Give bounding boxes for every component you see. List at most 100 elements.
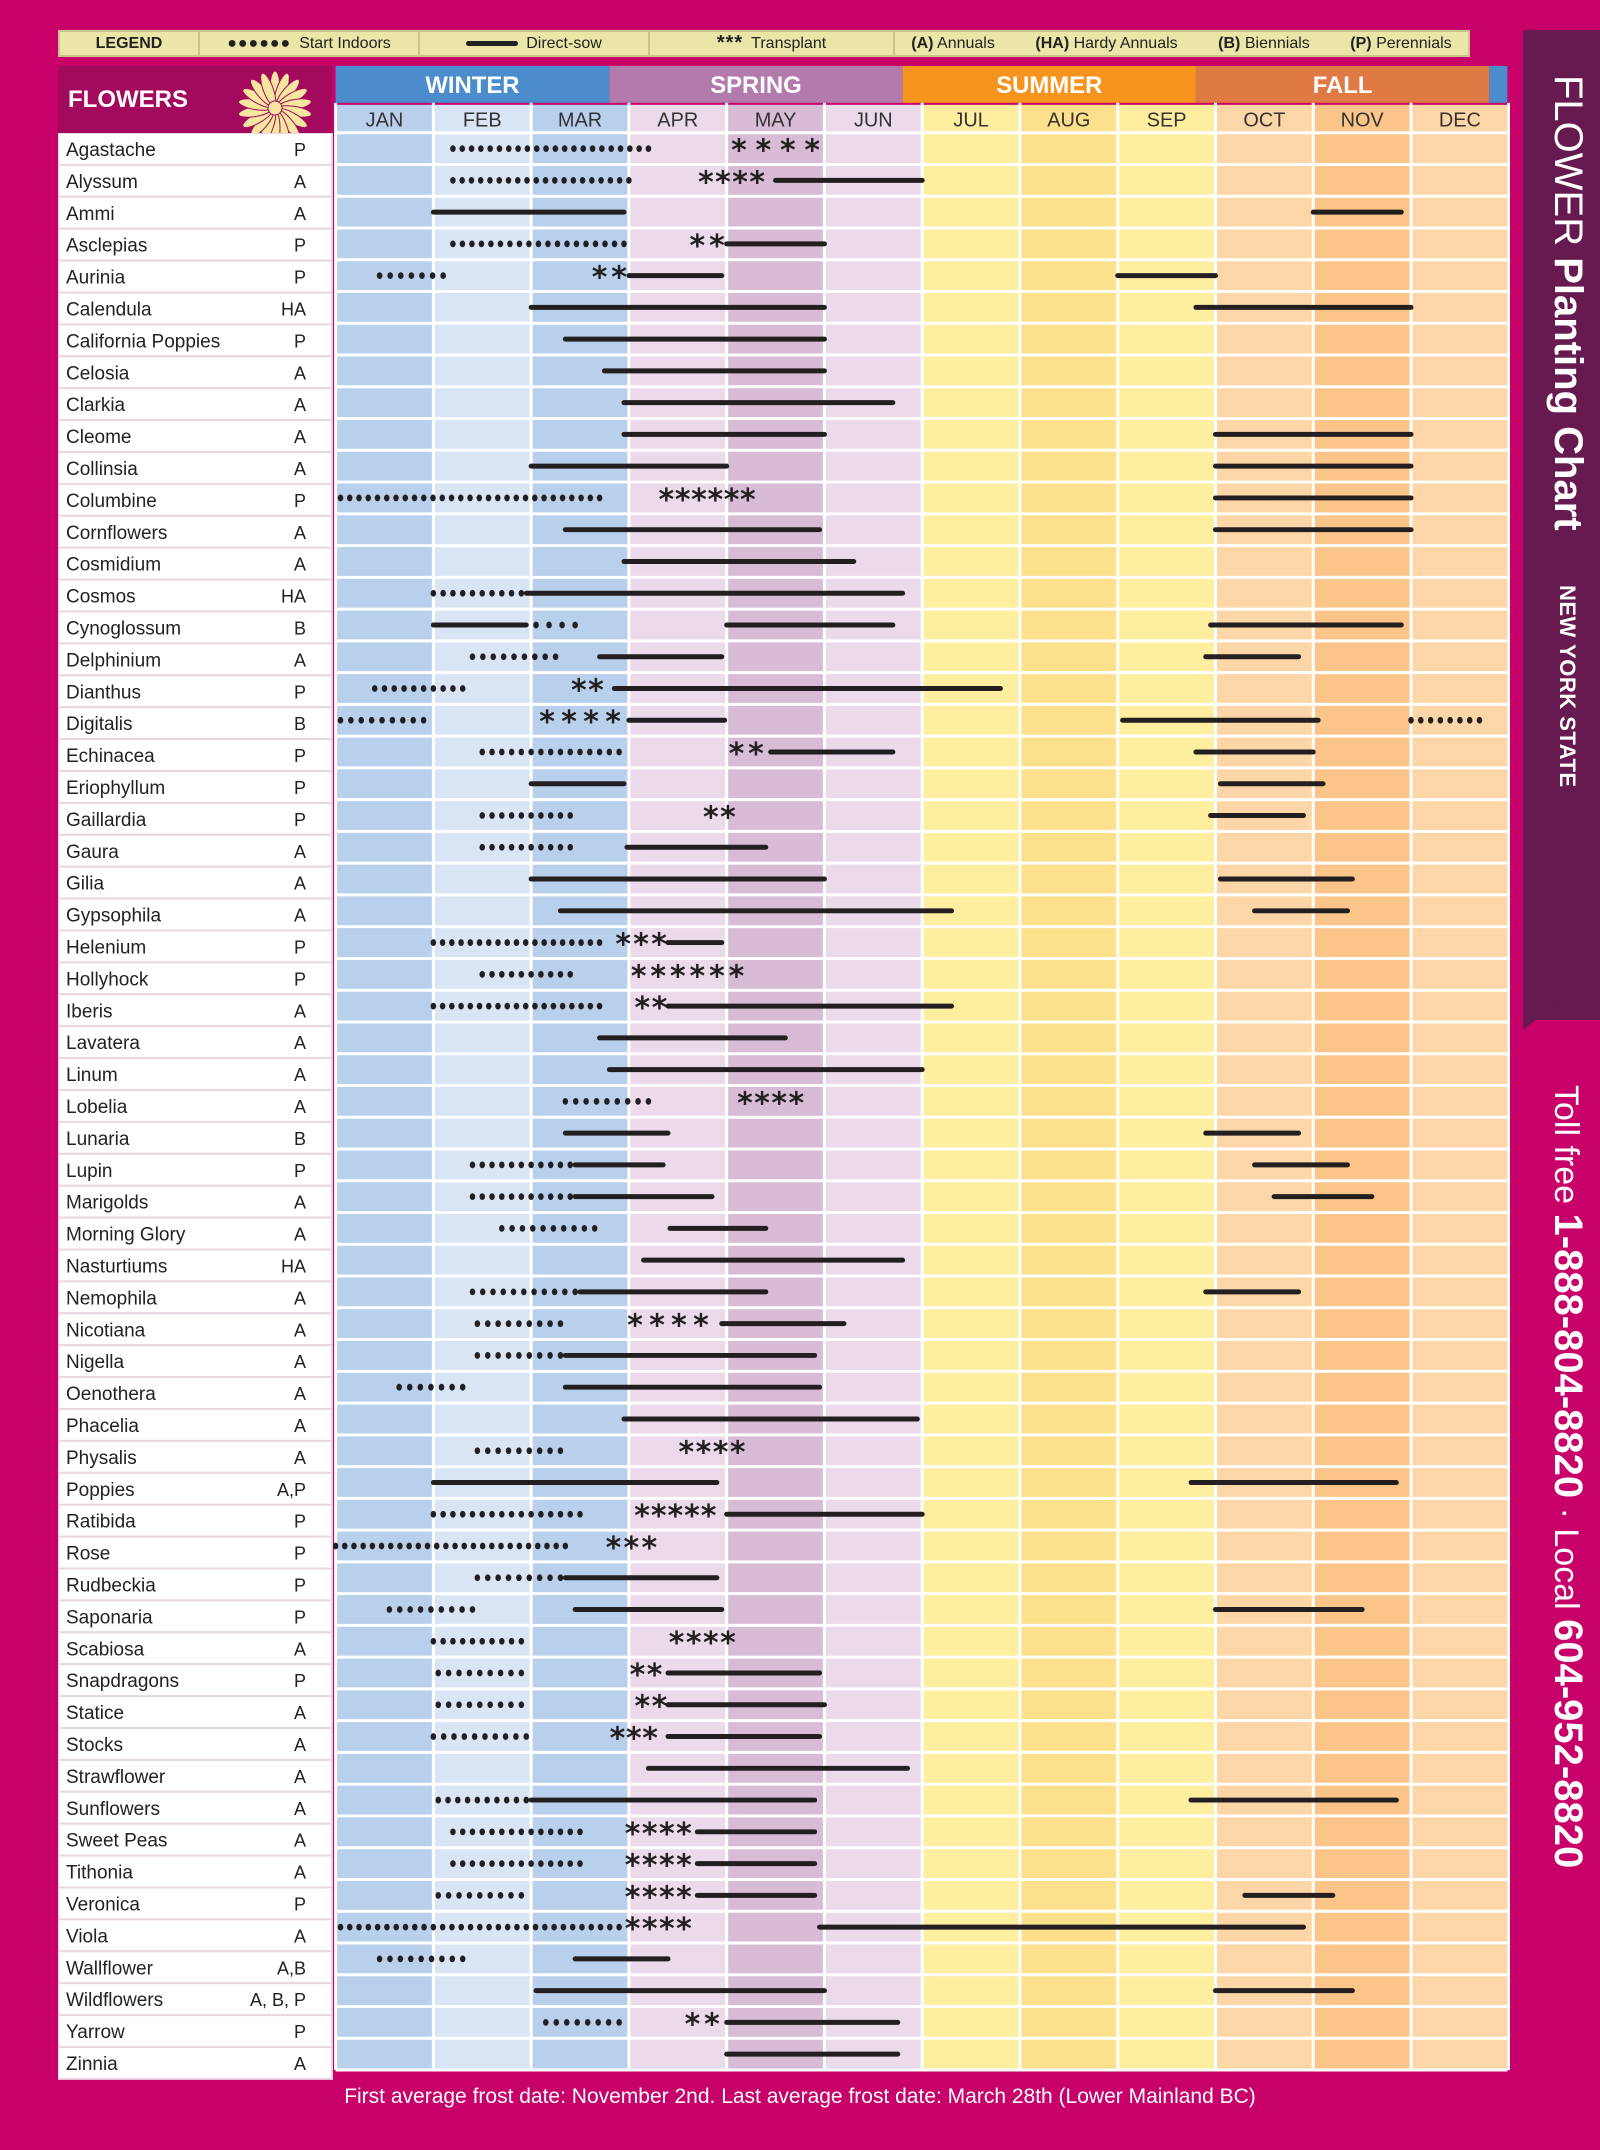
- transplant-asterisk: *: [729, 737, 745, 772]
- start-indoors-dot: [490, 653, 497, 661]
- start-indoors-dot: [516, 1574, 522, 1582]
- start-indoors-dot: [557, 1860, 564, 1867]
- start-indoors-dot: [553, 2018, 560, 2026]
- month-header-cell: [825, 104, 922, 133]
- start-indoors-dot: [562, 1097, 569, 1105]
- start-indoors-dot: [496, 176, 503, 184]
- start-indoors-dot: [374, 1923, 381, 1931]
- start-indoors-dot: [490, 1288, 496, 1296]
- start-indoors-dot: [559, 939, 566, 946]
- start-indoors-dot: [606, 748, 613, 756]
- start-indoors-dot: [498, 1542, 504, 1550]
- month-column-bg: [1313, 132, 1412, 2071]
- transplant-asterisk: *: [651, 1499, 667, 1534]
- transplant-asterisk: *: [642, 1912, 658, 1947]
- flower-row-bg: [58, 1822, 333, 1857]
- month-label: APR: [657, 110, 698, 132]
- month-label: MAY: [755, 110, 797, 132]
- start-indoors-dot: [528, 1828, 534, 1836]
- flower-row-bg: [58, 993, 333, 1028]
- flower-row-bg: [58, 1790, 333, 1825]
- start-indoors-dot: [567, 812, 574, 819]
- start-indoors-dot: [482, 1733, 488, 1740]
- legend-type-hardy-annuals: (HA) Hardy Annuals: [1035, 34, 1178, 52]
- start-indoors-dot: [450, 1860, 456, 1867]
- start-indoors-dot: [534, 1542, 541, 1550]
- start-indoors-dot: [467, 494, 473, 502]
- start-indoors-dot: [406, 1542, 412, 1550]
- start-indoors-dot: [508, 1161, 515, 1169]
- start-indoors-dot: [538, 843, 544, 851]
- start-indoors-dot: [536, 1447, 543, 1455]
- start-indoors-dot: [489, 1510, 495, 1518]
- start-indoors-dot: [494, 494, 501, 502]
- start-indoors-dot: [378, 1542, 385, 1550]
- start-indoors-dot: [505, 1574, 512, 1582]
- start-indoors-dot: [499, 843, 505, 851]
- flower-type: P: [294, 236, 306, 256]
- start-indoors-dot: [573, 240, 580, 248]
- start-indoors-dot: [489, 748, 495, 756]
- flower-name: Aurinia: [66, 268, 126, 289]
- transplant-asterisk: *: [625, 1817, 641, 1852]
- start-indoors-dot: [516, 1352, 522, 1359]
- transplant-asterisk: *: [642, 1817, 658, 1852]
- start-indoors-dot: [581, 1225, 588, 1232]
- month-header-cell: [1216, 104, 1313, 133]
- start-indoors-dot: [346, 1923, 353, 1931]
- start-indoors-dot: [611, 240, 618, 248]
- start-indoors-dot: [592, 240, 599, 248]
- month-column-bg: [433, 132, 532, 2071]
- start-indoors-dot: [479, 843, 486, 851]
- start-indoors-dot: [439, 939, 446, 946]
- start-indoors-dot: [528, 970, 534, 978]
- start-indoors-dot: [365, 494, 372, 502]
- month-label: OCT: [1243, 110, 1285, 132]
- flower-type: P: [294, 1576, 306, 1596]
- transplant-asterisk: *: [804, 134, 820, 169]
- daisy-flower-icon: [238, 70, 312, 133]
- start-indoors-dot: [433, 1542, 440, 1550]
- flower-row-bg: [58, 387, 333, 422]
- transplant-asterisk: *: [691, 483, 707, 518]
- tollfree-label: Toll free: [1547, 1085, 1585, 1214]
- flower-name: Snapdragons: [66, 1671, 179, 1692]
- start-indoors-dot: [518, 1637, 525, 1645]
- start-indoors-dot: [505, 1447, 512, 1455]
- flower-name: Oenothera: [66, 1384, 156, 1405]
- start-indoors-dot: [557, 1161, 564, 1169]
- month-header-cell: [434, 104, 531, 133]
- start-indoors-dot: [557, 843, 564, 851]
- start-indoors-dot: [479, 1161, 486, 1169]
- start-indoors-dot: [604, 1097, 610, 1105]
- flower-row-bg: [58, 1408, 333, 1442]
- start-indoors-dot: [514, 1923, 520, 1931]
- legend-direct-sow-label: Direct-sow: [526, 34, 602, 52]
- start-indoors-dot: [547, 1860, 554, 1867]
- start-indoors-dot: [393, 1923, 399, 1931]
- flower-name: Celosia: [66, 363, 130, 384]
- start-indoors-dot: [508, 812, 515, 819]
- start-indoors-dot: [487, 1701, 493, 1709]
- start-indoors-dot: [487, 145, 493, 152]
- start-indoors-dot: [617, 145, 624, 152]
- flower-row-bg: [58, 706, 333, 741]
- start-indoors-dot: [572, 621, 578, 629]
- flower-type: A: [294, 842, 306, 862]
- season-label: WINTER: [425, 72, 519, 99]
- start-indoors-dot: [456, 1701, 462, 1709]
- month-column-bg: [824, 132, 923, 2071]
- transplant-asterisk: *: [676, 1912, 692, 1947]
- start-indoors-dot: [552, 145, 559, 152]
- start-indoors-dot: [508, 970, 515, 978]
- start-indoors-dot: [624, 1097, 631, 1105]
- start-indoors-dot: [513, 494, 520, 502]
- tollfree-number: 1-888-804-8820: [1546, 1213, 1590, 1499]
- start-indoors-dot: [518, 1860, 525, 1867]
- start-indoors-dot: [489, 1193, 495, 1201]
- start-indoors-dot: [430, 1923, 437, 1931]
- flower-name: Gilia: [66, 874, 104, 895]
- month-header-cell: [1020, 104, 1117, 133]
- transplant-asterisk: *: [780, 134, 796, 169]
- start-indoors-dot: [479, 589, 486, 597]
